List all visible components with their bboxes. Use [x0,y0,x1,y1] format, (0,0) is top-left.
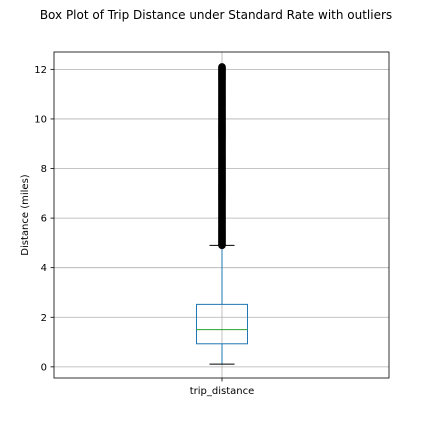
y-tick-label: 0 [41,362,47,373]
chart-title: Box Plot of Trip Distance under Standard… [40,8,392,22]
y-tick-label: 12 [34,65,47,76]
x-axis-ticks: trip_distance [190,378,255,397]
outlier-point [218,63,226,71]
y-axis-ticks: 0 2 4 6 8 10 12 [34,65,54,373]
iqr-box [196,303,248,345]
y-tick-label: 2 [41,313,47,324]
y-axis-label: Distance (miles) [20,174,31,255]
box-group [196,63,248,365]
y-tick-label: 6 [41,214,47,225]
y-tick-label: 8 [41,164,47,175]
y-tick-label: 10 [34,114,47,125]
plot-frame [53,51,390,379]
x-tick-label: trip_distance [190,386,255,397]
y-tick-label: 4 [41,263,47,274]
